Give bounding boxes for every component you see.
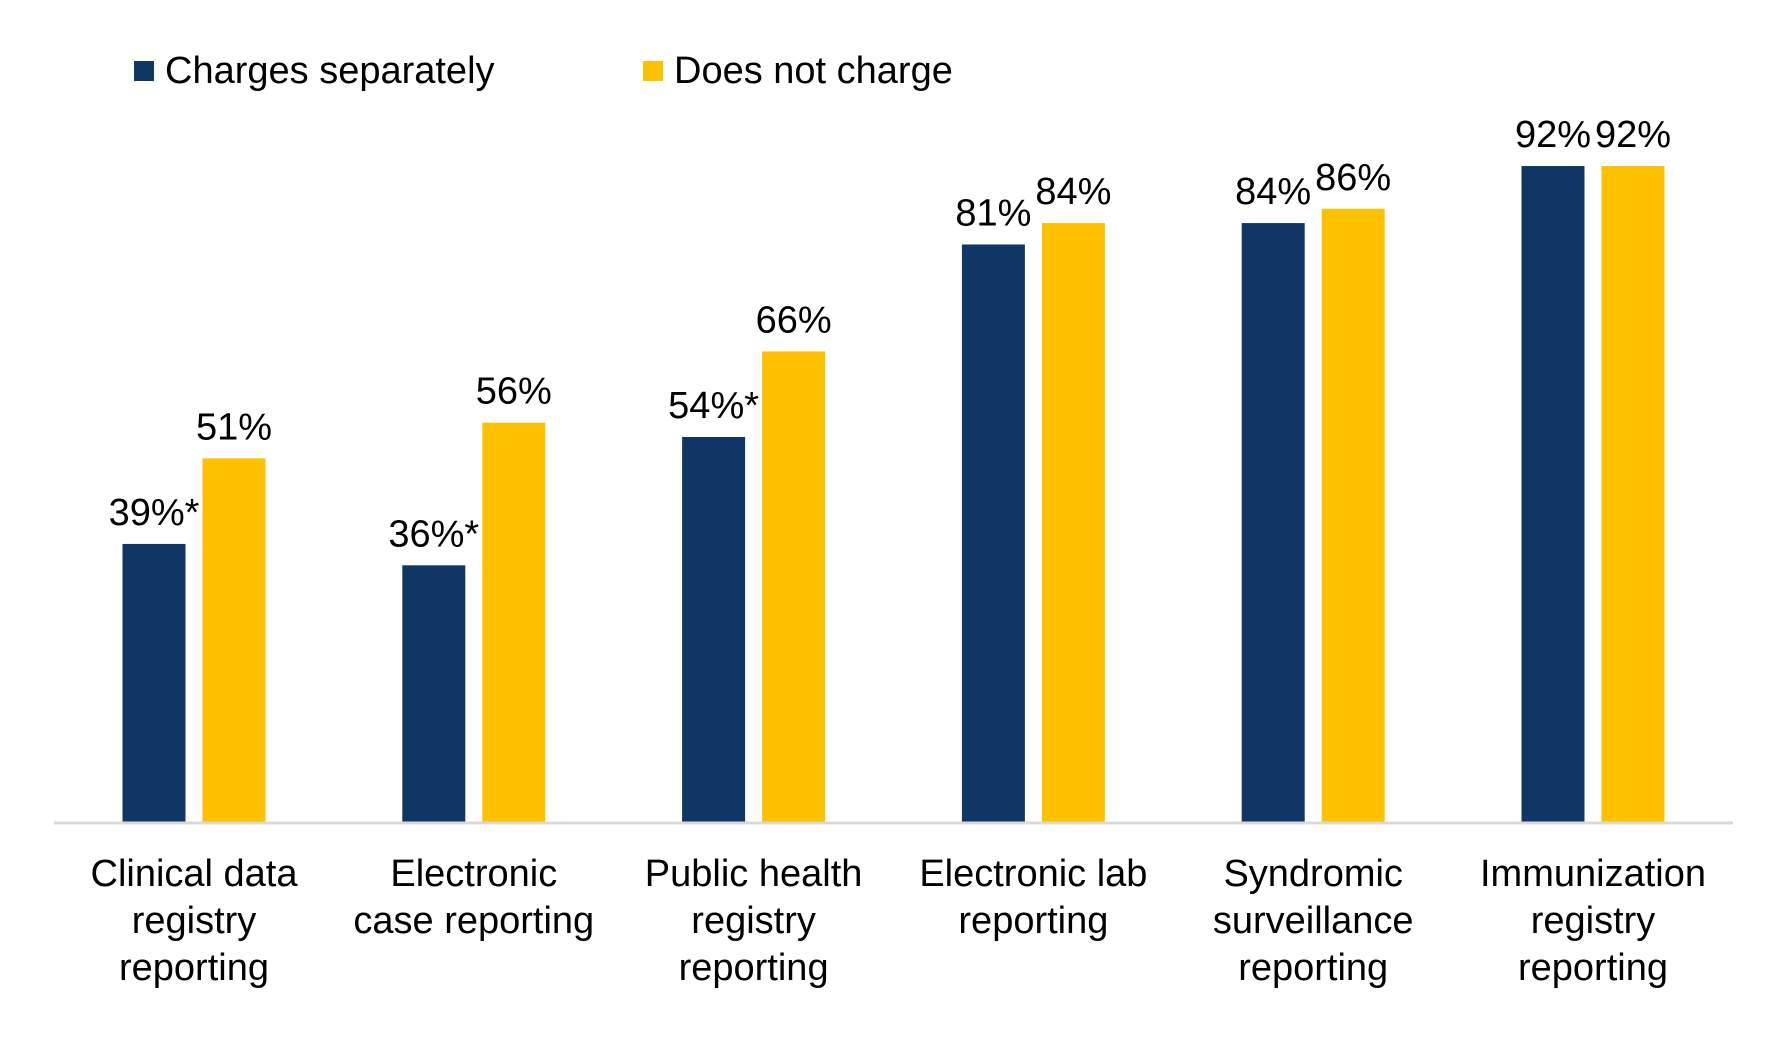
legend: Charges separately Does not charge xyxy=(134,50,953,92)
x-tick-label: registry xyxy=(132,900,257,942)
x-tick-label: Syndromic xyxy=(1223,853,1403,895)
x-axis-labels: Clinical data registry reporting Electronic… xyxy=(91,853,1706,989)
data-label: 84% xyxy=(1035,171,1111,213)
x-tick-label: Electronic xyxy=(390,853,557,895)
x-tick-label: case reporting xyxy=(353,900,594,942)
x-tick-label: Public health xyxy=(645,853,863,895)
x-tick-label: registry xyxy=(1531,900,1656,942)
x-tick-label: reporting xyxy=(119,947,269,989)
x-tick-label: reporting xyxy=(679,947,829,989)
data-label: 66% xyxy=(756,299,832,341)
x-tick-label: Clinical data xyxy=(91,853,299,895)
bars: 39%*51%36%*56% 54%*66%81%84% 84% 86%92% 92% xyxy=(109,114,1671,823)
data-label: 56% xyxy=(476,371,552,413)
bar xyxy=(482,422,546,822)
bar xyxy=(762,351,826,822)
data-label: 39%* xyxy=(109,492,200,534)
data-label: 36%* xyxy=(388,513,479,555)
data-label: 92% xyxy=(1515,114,1591,156)
bar xyxy=(1241,223,1305,822)
legend-swatch xyxy=(134,61,154,81)
data-label: 51% xyxy=(196,406,272,448)
bar xyxy=(122,543,186,822)
x-tick-label: registry xyxy=(691,900,816,942)
data-label: 92% xyxy=(1595,114,1671,156)
x-tick-label: surveillance xyxy=(1213,900,1414,942)
x-tick-label: Electronic lab xyxy=(919,853,1147,895)
bar xyxy=(1601,166,1665,823)
x-tick-label: reporting xyxy=(1238,947,1388,989)
bar xyxy=(1521,166,1585,823)
x-tick-label: Immunization xyxy=(1480,853,1706,895)
x-tick-label: reporting xyxy=(1518,947,1668,989)
bar xyxy=(1321,208,1385,822)
x-tick-label: reporting xyxy=(958,900,1108,942)
bar xyxy=(202,458,266,822)
data-label: 84% xyxy=(1235,171,1311,213)
bar xyxy=(1041,223,1105,822)
bar xyxy=(402,565,466,822)
legend-label: Does not charge xyxy=(674,50,953,92)
legend-swatch xyxy=(643,61,663,81)
bar xyxy=(961,244,1025,823)
data-label: 81% xyxy=(955,192,1031,234)
legend-label: Charges separately xyxy=(165,50,495,92)
data-label: 86% xyxy=(1315,157,1391,199)
data-label: 54%* xyxy=(668,385,759,427)
bar xyxy=(682,436,746,822)
